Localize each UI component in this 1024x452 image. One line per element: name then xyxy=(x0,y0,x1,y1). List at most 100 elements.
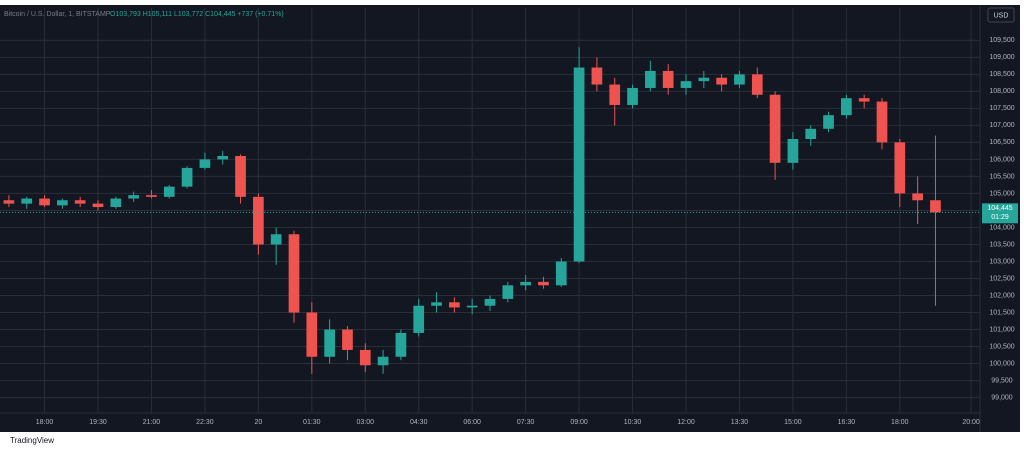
y-tick-label: 108,000 xyxy=(989,88,1014,95)
x-tick-label: 20:00 xyxy=(962,419,980,426)
candle-body xyxy=(662,70,674,88)
brand: TradingView xyxy=(10,436,54,445)
y-tick-label: 106,000 xyxy=(989,156,1014,163)
y-tick-label: 102,500 xyxy=(989,275,1014,282)
y-tick-label: 100,000 xyxy=(989,360,1014,367)
candle-body xyxy=(57,200,68,206)
candle-body xyxy=(235,156,246,197)
x-tick-label: 21:00 xyxy=(143,419,161,426)
candle-body xyxy=(288,234,300,313)
candle-body xyxy=(39,198,50,206)
candle-body xyxy=(591,67,603,85)
candle-body xyxy=(306,312,318,357)
candle-body xyxy=(680,81,692,88)
candle-body xyxy=(805,128,817,139)
x-tick-label: 20 xyxy=(254,419,262,426)
candle-body xyxy=(359,349,371,366)
candle-body xyxy=(128,195,139,199)
candle-body xyxy=(734,74,745,85)
y-tick-label: 107,500 xyxy=(989,105,1014,112)
candle-body xyxy=(395,332,407,357)
candle-body xyxy=(484,298,496,306)
x-tick-label: 13:30 xyxy=(731,419,749,426)
candle-body xyxy=(253,196,264,245)
x-tick-label: 06:00 xyxy=(463,419,481,426)
candle-body xyxy=(110,198,122,208)
currency-box[interactable] xyxy=(987,7,1015,23)
y-tick-label: 100,500 xyxy=(989,343,1014,350)
last-price-tag xyxy=(982,203,1018,224)
candle-body xyxy=(92,203,104,208)
y-tick-label: 107,000 xyxy=(989,122,1014,129)
x-tick-label: 18:00 xyxy=(36,419,54,426)
x-tick-label: 18:00 xyxy=(891,419,909,426)
candle-body xyxy=(199,159,211,168)
y-tick-label: 101,500 xyxy=(989,309,1014,316)
candle-body xyxy=(3,200,15,204)
candle-body xyxy=(627,87,638,105)
candle-body xyxy=(520,281,531,286)
candle-body xyxy=(787,138,799,163)
y-tick-label: 99,500 xyxy=(991,377,1013,384)
candle-body xyxy=(645,70,656,88)
y-tick-label: 106,500 xyxy=(989,139,1014,146)
x-tick-label: 07:30 xyxy=(517,419,535,426)
candle-body xyxy=(466,305,478,308)
x-tick-label: 01:30 xyxy=(303,419,321,426)
y-tick-label: 102,000 xyxy=(989,292,1014,299)
candle-body xyxy=(609,84,621,105)
candle-body xyxy=(431,302,442,306)
candle-body xyxy=(876,101,888,143)
candle-body xyxy=(217,156,229,160)
y-tick-label: 99,000 xyxy=(991,394,1013,401)
candle-body xyxy=(449,302,460,308)
candle-body xyxy=(573,67,585,262)
candle-body xyxy=(270,234,282,245)
x-tick-label: 19:30 xyxy=(89,419,107,426)
chart-background xyxy=(0,5,1020,432)
candle-body xyxy=(413,305,425,333)
candle-body xyxy=(146,195,157,197)
candle-body xyxy=(502,285,514,299)
candle-body xyxy=(769,94,781,163)
last-price-label: 104,445 xyxy=(987,205,1012,212)
x-tick-label: 03:00 xyxy=(357,419,375,426)
x-tick-label: 22:30 xyxy=(196,419,214,426)
candle-body xyxy=(930,200,941,213)
y-tick-label: 108,500 xyxy=(989,71,1014,78)
grid xyxy=(0,8,980,413)
candle-body xyxy=(751,74,763,95)
y-tick-label: 105,500 xyxy=(989,173,1014,180)
ohlc-text: O103,793 H105,111 L103,772 C104,445 +737… xyxy=(110,11,284,18)
candle-body xyxy=(716,77,727,85)
candle-body xyxy=(698,77,710,82)
candle-body xyxy=(555,261,567,286)
x-tick-label: 12:00 xyxy=(677,419,695,426)
x-tick-label: 04:30 xyxy=(410,419,428,426)
y-tick-label: 103,500 xyxy=(989,241,1014,248)
candle-body xyxy=(538,281,549,286)
y-tick-label: 109,000 xyxy=(989,54,1014,61)
candle-body xyxy=(324,329,335,357)
candle-body xyxy=(74,200,86,204)
x-tick-label: 15:00 xyxy=(784,419,802,426)
candle-body xyxy=(21,198,33,204)
candle-body xyxy=(894,142,906,194)
countdown: 01:29 xyxy=(991,214,1009,221)
candle-body xyxy=(377,356,389,366)
candle-body xyxy=(841,98,852,116)
candle-body xyxy=(342,329,353,350)
x-tick-label: 09:00 xyxy=(570,419,588,426)
y-tick-label: 101,000 xyxy=(989,326,1014,333)
candle-body xyxy=(823,115,834,129)
currency[interactable]: USD xyxy=(994,12,1009,19)
y-tick-label: 103,000 xyxy=(989,258,1014,265)
y-tick-label: 109,500 xyxy=(989,37,1014,44)
candle-body xyxy=(163,186,175,197)
candles xyxy=(3,47,941,374)
candle-body xyxy=(181,167,193,187)
candle-body xyxy=(912,193,923,201)
y-tick-label: 104,000 xyxy=(989,224,1014,231)
